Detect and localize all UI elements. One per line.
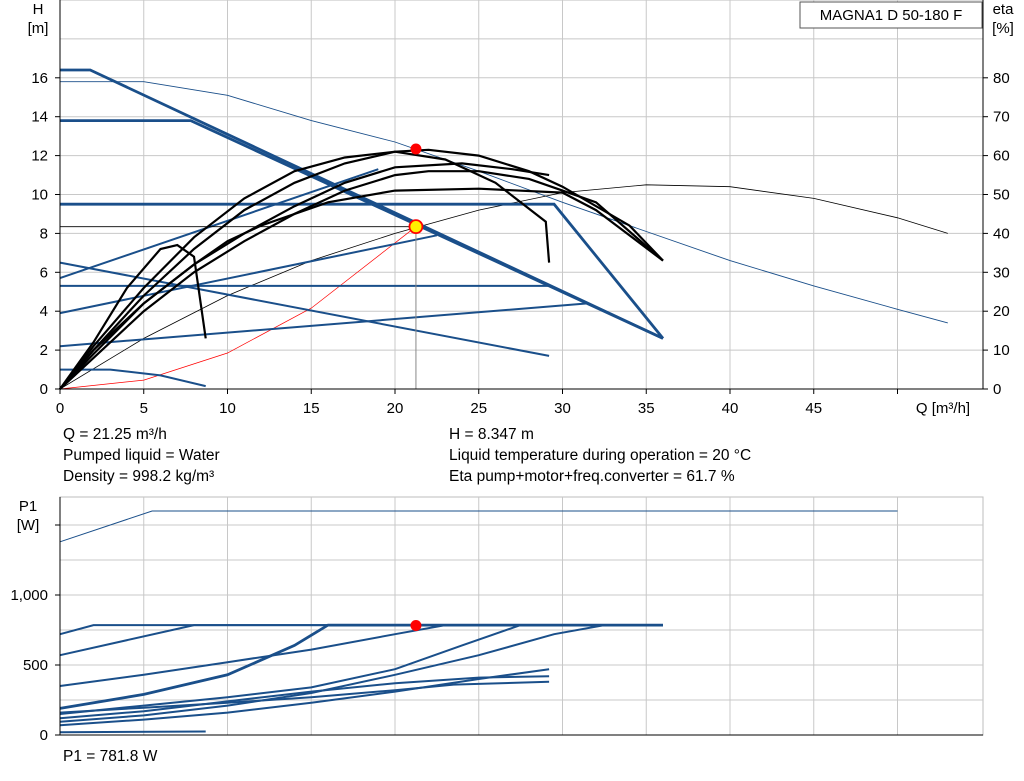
eta-tick-label: 80 bbox=[993, 70, 1010, 87]
efficiency-curve bbox=[59, 162, 550, 390]
power-tick-label: 1,000 bbox=[10, 587, 48, 604]
power-curve bbox=[59, 730, 206, 734]
head-curve bbox=[60, 202, 665, 340]
eta-tick-label: 20 bbox=[993, 303, 1010, 320]
info-power: P1 = 781.8 W bbox=[63, 748, 158, 765]
power-curve bbox=[59, 624, 663, 723]
info-flow: Q = 21.25 m³/h bbox=[63, 426, 167, 443]
eta-tick-label: 70 bbox=[993, 109, 1010, 126]
head-tick-label: 14 bbox=[31, 109, 48, 126]
info-head: H = 8.347 m bbox=[449, 426, 534, 443]
x-tick-label: 0 bbox=[56, 400, 64, 417]
power-tick-label: 500 bbox=[23, 657, 48, 674]
power-tick-label: 0 bbox=[40, 727, 48, 744]
x-tick-label: 25 bbox=[470, 400, 487, 417]
duty-point-info: Q = 21.25 m³/h Pumped liquid = Water Den… bbox=[63, 426, 751, 485]
x-tick-label: 15 bbox=[303, 400, 320, 417]
efficiency-curve bbox=[59, 170, 664, 390]
head-tick-label: 12 bbox=[31, 148, 48, 165]
eta-axis-unit: [%] bbox=[992, 20, 1014, 37]
efficiency-curve bbox=[59, 243, 207, 390]
efficiency-curve bbox=[59, 148, 664, 390]
max-head-curve bbox=[60, 81, 948, 324]
eta-tick-label: 60 bbox=[993, 148, 1010, 165]
x-tick-label: 35 bbox=[638, 400, 655, 417]
info-temperature: Liquid temperature during operation = 20… bbox=[449, 447, 751, 464]
system-curve bbox=[59, 302, 588, 348]
flow-axis-label: Q [m³/h] bbox=[916, 400, 970, 417]
power-curve bbox=[59, 624, 663, 687]
top-panel: 0 5 10 15 20 25 30 35 40 45 0 2 4 6 8 10 12 14 16 0 10 20 30 40… bbox=[28, 0, 1015, 417]
head-curve bbox=[60, 368, 206, 388]
bottom-curves bbox=[59, 510, 898, 734]
eta-axis-title: eta bbox=[993, 1, 1015, 18]
eta-tick-label: 0 bbox=[993, 381, 1001, 398]
power-curve bbox=[59, 623, 663, 710]
head-tick-label: 10 bbox=[31, 187, 48, 204]
x-tick-label: 30 bbox=[554, 400, 571, 417]
system-curve bbox=[59, 168, 379, 280]
duty-point-marker bbox=[408, 219, 424, 235]
product-label-box bbox=[799, 1, 983, 29]
product-label: MAGNA1 D 50-180 F bbox=[820, 7, 963, 24]
info-liquid: Pumped liquid = Water bbox=[63, 447, 220, 464]
x-tick-label: 10 bbox=[219, 400, 236, 417]
power-curve bbox=[59, 668, 550, 727]
bottom-panel: 0 500 1,000 P1 [W] P1 = 781.8 W bbox=[10, 496, 984, 765]
head-curve bbox=[59, 261, 550, 357]
power-curve bbox=[59, 675, 550, 720]
power-axis-unit: [W] bbox=[17, 517, 40, 534]
head-tick-label: 8 bbox=[40, 225, 48, 242]
top-axes: 0 5 10 15 20 25 30 35 40 45 0 2 4 6 8 10 12 14 16 0 10 20 30 40… bbox=[31, 0, 1010, 417]
head-tick-label: 0 bbox=[40, 381, 48, 398]
system-curve-red bbox=[59, 226, 417, 390]
bottom-plot-frame bbox=[59, 496, 984, 736]
eta-point-marker bbox=[410, 143, 422, 155]
bottom-axes: 0 500 1,000 bbox=[10, 497, 983, 744]
x-tick-label: 20 bbox=[387, 400, 404, 417]
head-tick-label: 16 bbox=[31, 70, 48, 87]
power-curve bbox=[59, 680, 550, 714]
info-density: Density = 998.2 kg/m³ bbox=[63, 468, 214, 485]
head-tick-label: 4 bbox=[40, 303, 48, 320]
eta-tick-label: 40 bbox=[993, 225, 1010, 242]
eta-tick-label: 50 bbox=[993, 187, 1010, 204]
eta-tick-label: 30 bbox=[993, 264, 1010, 281]
head-axis-unit: [m] bbox=[28, 20, 49, 37]
x-tick-label: 40 bbox=[722, 400, 739, 417]
head-curve bbox=[60, 119, 664, 340]
eta-tick-label: 10 bbox=[993, 342, 1010, 359]
power-duty-marker bbox=[410, 620, 422, 632]
top-curves bbox=[59, 68, 948, 390]
info-efficiency: Eta pump+motor+freq.converter = 61.7 % bbox=[449, 468, 735, 485]
power-axis-title: P1 bbox=[19, 498, 37, 515]
system-curve bbox=[59, 234, 438, 315]
power-curve bbox=[59, 624, 663, 715]
x-tick-label: 5 bbox=[140, 400, 148, 417]
max-power-curve bbox=[59, 510, 898, 543]
head-axis-title: H bbox=[33, 1, 44, 18]
x-tick-label: 45 bbox=[805, 400, 822, 417]
head-tick-label: 6 bbox=[40, 264, 48, 281]
bottom-grid bbox=[59, 497, 983, 735]
head-tick-label: 2 bbox=[40, 342, 48, 359]
